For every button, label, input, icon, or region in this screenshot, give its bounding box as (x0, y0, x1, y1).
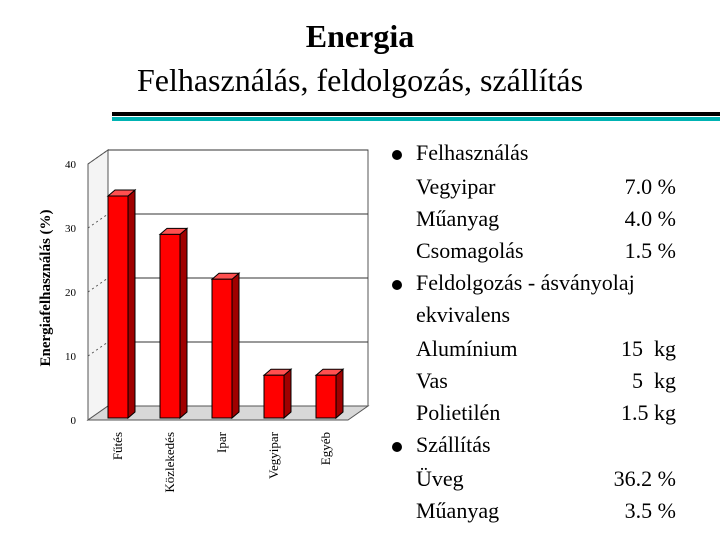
x-tick-label: Fűtés (110, 432, 125, 460)
item-value: 7.0 % (624, 174, 676, 199)
list-item: Polietilén 1.5 kg (416, 400, 676, 426)
y-tick-label: 30 (65, 223, 77, 235)
x-tick-label: Közlekedés (162, 432, 177, 493)
item-name: Alumínium (416, 336, 518, 361)
bar-side (127, 188, 136, 420)
item-value: 15 kg (621, 336, 676, 361)
item-name: Műanyag (416, 498, 500, 523)
y-axis-label: Energiafelhasználás (%) (38, 209, 54, 366)
item-value: 5 kg (632, 368, 676, 393)
title-rule-teal (112, 117, 720, 121)
bullet-heading-felhasznalas: Felhasználás (416, 140, 529, 165)
grid-line-side (87, 277, 109, 293)
item-name: Polietilén (416, 400, 501, 425)
bar (159, 233, 181, 419)
list-item: Alumínium 15 kg (416, 336, 676, 362)
grid-line-side (87, 341, 109, 357)
item-value: 1.5 kg (621, 400, 676, 425)
bar (107, 195, 129, 419)
bullet-heading-feldolgozas-line2: ekvivalens (416, 302, 511, 327)
item-name: Vas (416, 368, 448, 393)
bullet-dot (392, 442, 402, 452)
item-value: 36.2 % (613, 466, 676, 491)
bullet-heading-feldolgozas: Feldolgozás - ásványolaj (416, 270, 635, 295)
bar (315, 374, 337, 419)
y-tick-label: 10 (65, 351, 77, 363)
item-value: 1.5 % (624, 238, 676, 263)
y-tick-label: 40 (65, 159, 77, 171)
item-name: Üveg (416, 466, 464, 491)
bar-side (283, 368, 292, 420)
bullet-dot (392, 280, 402, 290)
bar-side (335, 368, 344, 420)
list-item: Műanyag 4.0 % (416, 206, 676, 232)
page-subtitle: Felhasználás, feldolgozás, szállítás (136, 62, 584, 98)
grid-line-side (87, 213, 109, 229)
item-name: Műanyag (416, 206, 500, 231)
list-item: Csomagolás 1.5 % (416, 238, 676, 264)
bullet-dot (392, 150, 402, 160)
bar-chart: 0 10 20 30 40 Fűtés Közlekedés Ipar Vegyipar Egyé… (38, 149, 370, 493)
bar (263, 374, 285, 419)
list-item: Műanyag 3.5 % (416, 498, 676, 524)
y-tick-label: 0 (71, 415, 77, 427)
page-title: Energia (305, 18, 415, 54)
bar (211, 278, 233, 419)
item-name: Csomagolás (416, 238, 524, 263)
title-rule-dark (112, 112, 720, 116)
y-tick-label: 20 (65, 287, 77, 299)
bar-side (231, 272, 240, 420)
x-tick-label: Egyéb (318, 432, 333, 465)
grid-line-side (87, 149, 109, 165)
x-tick-label: Ipar (214, 431, 229, 453)
x-tick-label: Vegyipar (266, 431, 281, 479)
item-value: 4.0 % (624, 206, 676, 231)
list-item: Vegyipar 7.0 % (416, 174, 676, 200)
chart-side-wall (87, 149, 109, 421)
list-item: Üveg 36.2 % (416, 466, 676, 492)
item-value: 3.5 % (624, 498, 676, 523)
list-item: Vas 5 kg (416, 368, 676, 394)
bar-side (179, 227, 188, 420)
bullet-heading-szallitas: Szállítás (416, 432, 491, 457)
item-name: Vegyipar (416, 174, 496, 199)
